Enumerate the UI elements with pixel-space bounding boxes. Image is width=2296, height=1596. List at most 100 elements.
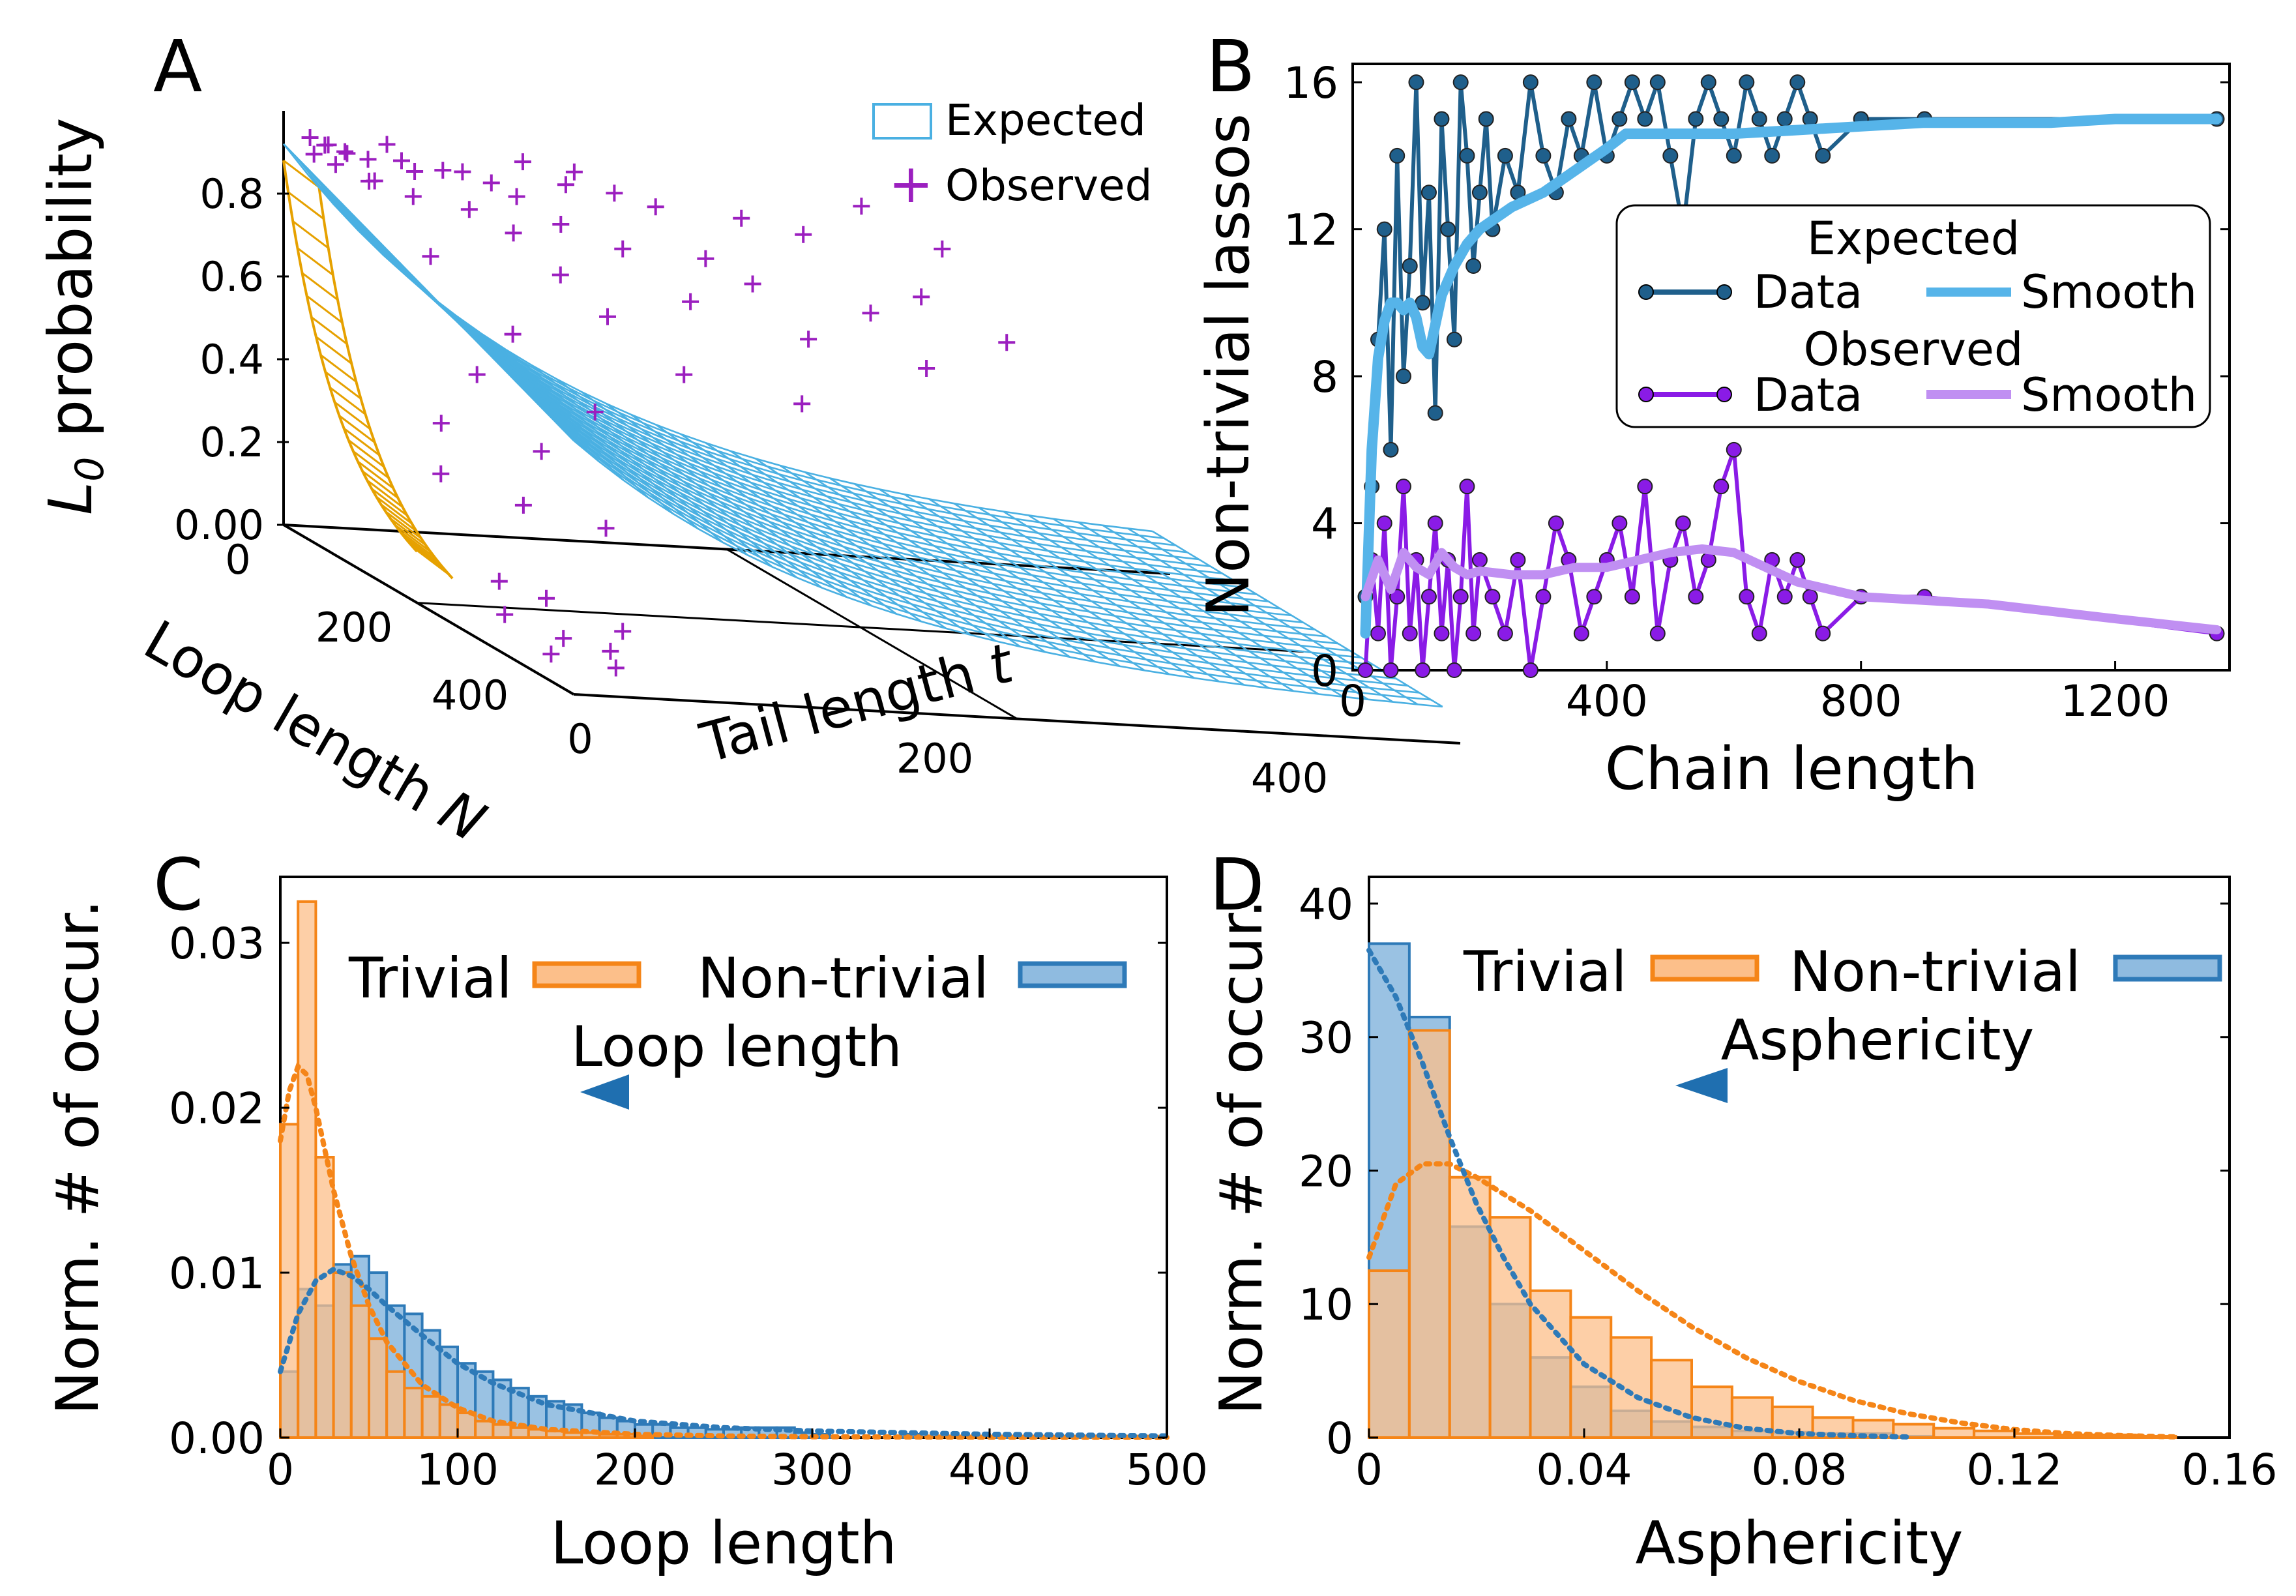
y-tick-label: 0 xyxy=(1326,1413,1353,1464)
a-orange-mesh-line xyxy=(357,460,394,490)
a-observed-point xyxy=(482,174,500,192)
x-tick-label: 400 xyxy=(949,1445,1031,1495)
a-observed-point xyxy=(327,156,344,173)
a-expected-mesh-line xyxy=(387,250,1258,595)
b-series-point xyxy=(1713,479,1729,495)
panel-d-y-label: Norm. # of occur. xyxy=(1207,900,1276,1415)
a-orange-mesh-line xyxy=(385,510,422,540)
a-expected-mesh-line xyxy=(754,458,1046,653)
a-axis-n-line xyxy=(282,524,575,696)
a-n-tick-label: 400 xyxy=(432,672,508,719)
a-orange-mesh-line xyxy=(329,387,366,415)
legend-nontrivial-swatch xyxy=(1018,961,1127,988)
panel-b-y-label: Non-trivial lassos xyxy=(1194,113,1263,617)
panel-b-legend: Expected Data Smooth Observed Data Smoot… xyxy=(1615,204,2211,428)
a-expected-mesh-line xyxy=(829,477,1121,667)
a-observed-point xyxy=(682,293,699,310)
b-y-tick-label: 8 xyxy=(1311,352,1338,402)
legend-expected-data-label: Data xyxy=(1754,265,1862,319)
b-series-point xyxy=(1395,368,1411,385)
a-expected-mesh-line xyxy=(1077,521,1369,700)
a-observed-point xyxy=(514,496,532,514)
a-expected-mesh-line xyxy=(680,433,972,636)
x-tick-label: 0.08 xyxy=(1752,1445,1847,1495)
b-series-point xyxy=(1497,147,1513,164)
a-expected-mesh-line xyxy=(573,439,1443,708)
a-observed-point xyxy=(542,645,560,663)
trivial-bar xyxy=(456,1411,477,1440)
trivial-bar xyxy=(314,1156,335,1439)
panel-d-arrow-label: Asphericity xyxy=(1721,1008,2035,1073)
b-series-point xyxy=(1446,331,1462,347)
a-observed-point xyxy=(614,240,632,258)
b-series-point xyxy=(1434,625,1450,642)
x-tick-label: 100 xyxy=(417,1445,499,1495)
a-expected-mesh-line xyxy=(456,316,748,556)
a-t-tick-label: 0 xyxy=(567,715,593,763)
a-expected-mesh-line xyxy=(581,391,872,607)
a-expected-mesh-line xyxy=(432,297,724,543)
b-series-point xyxy=(1726,441,1742,458)
a-orange-mesh-line xyxy=(394,524,432,553)
panel-b-plot-frame xyxy=(1351,63,2231,672)
a-observed-point xyxy=(697,250,714,267)
a-observed-point xyxy=(614,623,632,640)
b-series-point xyxy=(1548,515,1564,531)
legend-trivial-label: Trivial xyxy=(348,946,512,1011)
a-expected-mesh-line xyxy=(375,238,1246,589)
a-z-tick-label: 0.00 xyxy=(174,501,264,549)
b-series-point xyxy=(1420,185,1437,201)
a-orange-mesh-line xyxy=(352,450,390,479)
a-observed-point xyxy=(468,366,486,383)
b-series-line xyxy=(1361,544,2222,634)
x-tick-label: 500 xyxy=(1126,1445,1208,1495)
b-series-point xyxy=(1389,147,1406,164)
a-expected-mesh-line xyxy=(283,143,574,441)
a-orange-mesh-edge xyxy=(317,187,454,580)
a-observed-point xyxy=(338,145,356,162)
a-expected-mesh-line xyxy=(561,428,1432,701)
a-orange-mesh-line xyxy=(325,371,362,400)
y-tick-label: 40 xyxy=(1299,879,1353,930)
panel-d-arrow-head xyxy=(1675,1068,1728,1103)
a-observed-point xyxy=(434,162,452,179)
a-expected-mesh-line xyxy=(904,494,1195,679)
b-series-point xyxy=(1459,479,1475,495)
y-tick-label: 0.02 xyxy=(169,1084,265,1134)
trivial-bar xyxy=(1650,1359,1693,1439)
a-orange-mesh-line xyxy=(375,495,413,525)
b-series-point xyxy=(1357,662,1374,678)
a-expected-mesh-line xyxy=(779,464,1071,658)
a-expected-mesh-line xyxy=(1052,518,1344,698)
trivial-bar xyxy=(1690,1385,1733,1439)
x-tick-label: 0.04 xyxy=(1537,1445,1632,1495)
a-expected-mesh-line xyxy=(854,483,1145,672)
a-observed-point xyxy=(336,143,354,160)
a-expected-mesh-line xyxy=(407,276,699,529)
a-n-tick-label: 0 xyxy=(225,536,250,584)
a-observed-point xyxy=(496,606,514,623)
b-y-tick-label: 0 xyxy=(1311,646,1338,696)
b-series-point xyxy=(1713,111,1729,127)
panel-c-fits xyxy=(278,1061,1170,1440)
a-expected-mesh-line xyxy=(1102,524,1394,703)
a-observed-point xyxy=(675,366,693,383)
a-observed-point xyxy=(504,325,522,343)
a-orange-mesh-line xyxy=(306,295,343,324)
panel-a-tail-length-ticks: 0 200 400 xyxy=(567,715,1328,802)
trivial-bar xyxy=(385,1370,406,1439)
panel-d-fits xyxy=(1366,947,2179,1440)
b-series-point xyxy=(1376,515,1392,531)
b-series-point xyxy=(1415,662,1431,678)
b-series-point xyxy=(1637,479,1653,495)
a-orange-mesh-line xyxy=(292,220,329,249)
trivial-fit-curve xyxy=(1366,1161,2179,1440)
b-y-tick-label: 12 xyxy=(1284,205,1338,256)
a-observed-point xyxy=(555,630,572,647)
legend-nontrivial-label: Non-trivial xyxy=(698,946,989,1011)
a-expected-mesh-line xyxy=(556,378,847,598)
a-observed-point xyxy=(490,572,508,590)
b-series-point xyxy=(1624,74,1640,91)
b-series-point xyxy=(1739,74,1755,91)
